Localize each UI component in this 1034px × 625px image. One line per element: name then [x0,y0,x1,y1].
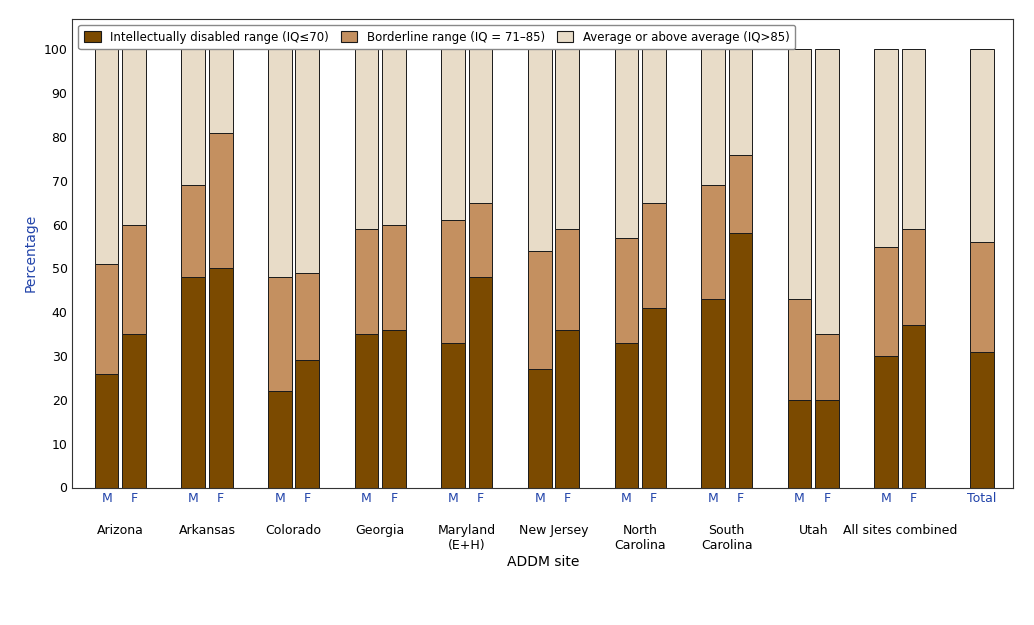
Bar [122,224,146,334]
Bar [122,334,146,488]
Bar [875,49,899,246]
Bar [442,49,465,220]
Bar [383,224,405,330]
X-axis label: ADDM site: ADDM site [507,554,579,569]
Text: All sites combined: All sites combined [843,524,957,537]
Bar [528,49,551,251]
Text: Georgia: Georgia [356,524,405,537]
Text: Utah: Utah [798,524,828,537]
Bar [528,251,551,369]
Bar [355,334,378,488]
Bar [268,391,292,488]
Bar [902,326,925,488]
Legend: Intellectually disabled range (IQ≤70), Borderline range (IQ = 71–85), Average or: Intellectually disabled range (IQ≤70), B… [79,24,795,49]
Bar [468,202,492,278]
Text: New Jersey: New Jersey [519,524,588,537]
Bar [614,343,638,488]
Bar [729,233,752,488]
Bar [95,374,119,488]
Bar [383,49,405,224]
Bar [875,356,899,488]
Bar [788,400,812,488]
Bar [788,49,812,299]
Bar [468,278,492,488]
Bar [296,49,320,273]
Bar [268,49,292,278]
Bar [95,49,119,264]
Bar [614,49,638,238]
Bar [729,49,752,154]
Bar [875,246,899,356]
Bar [815,49,839,334]
Bar [181,278,205,488]
Bar [815,334,839,400]
Bar [122,49,146,224]
Bar [528,369,551,488]
Bar [442,220,465,343]
Bar [902,49,925,229]
Bar [642,49,666,202]
Bar [181,185,205,278]
Text: Maryland
(E+H): Maryland (E+H) [437,524,496,552]
Bar [701,299,725,488]
Bar [701,185,725,299]
Bar [209,49,233,132]
Bar [209,269,233,488]
Bar [442,343,465,488]
Bar [555,229,579,330]
Bar [642,308,666,488]
Text: South
Carolina: South Carolina [701,524,753,552]
Bar [95,264,119,374]
Bar [970,242,994,352]
Bar [209,132,233,269]
Bar [970,49,994,242]
Text: North
Carolina: North Carolina [614,524,666,552]
Bar [296,273,320,361]
Y-axis label: Percentage: Percentage [24,214,38,292]
Bar [355,49,378,229]
Bar [970,352,994,488]
Bar [614,238,638,343]
Bar [902,229,925,326]
Bar [555,330,579,488]
Bar [729,154,752,233]
Bar [642,202,666,308]
Bar [468,49,492,202]
Bar [268,278,292,391]
Text: Colorado: Colorado [266,524,322,537]
Bar [701,49,725,185]
Bar [555,49,579,229]
Bar [181,49,205,185]
Bar [815,400,839,488]
Bar [296,361,320,488]
Bar [383,330,405,488]
Text: Arizona: Arizona [97,524,144,537]
Bar [355,229,378,334]
Text: Arkansas: Arkansas [179,524,236,537]
Bar [788,299,812,400]
